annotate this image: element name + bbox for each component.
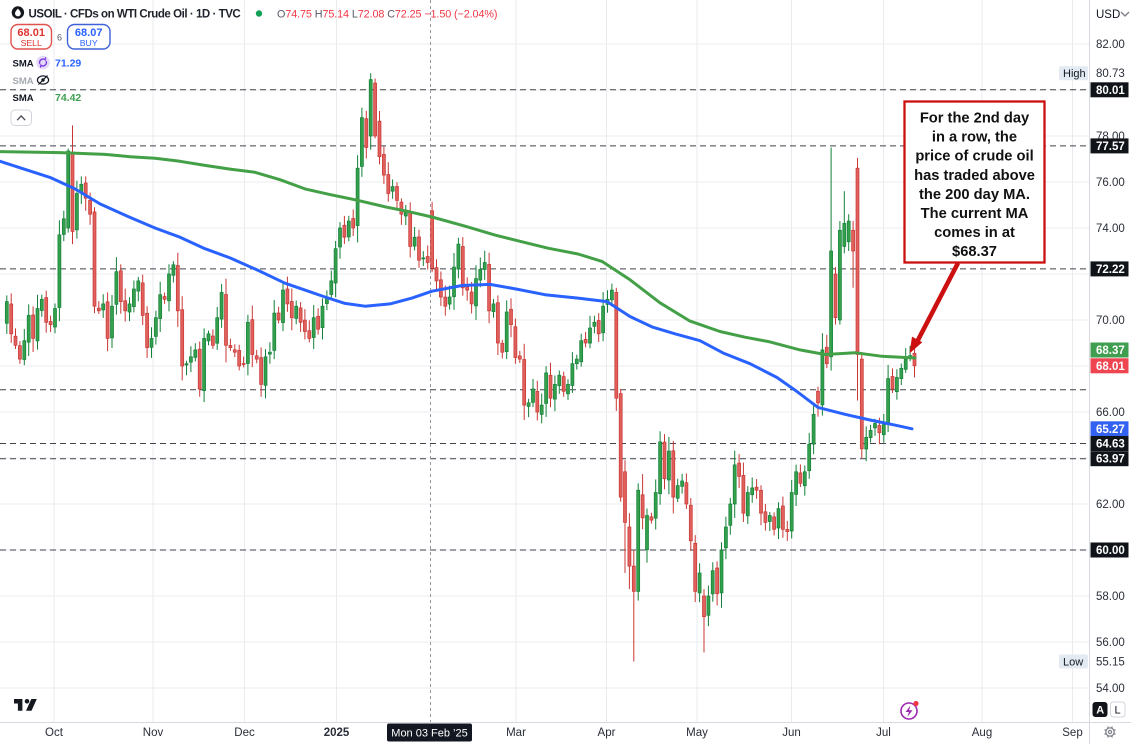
svg-text:Mon 03 Feb ’25: Mon 03 Feb ’25 (391, 728, 467, 740)
svg-text:82.00: 82.00 (1096, 39, 1125, 51)
svg-text:56.00: 56.00 (1096, 637, 1125, 649)
svg-text:58.00: 58.00 (1096, 591, 1125, 603)
svg-text:80.01: 80.01 (1096, 85, 1125, 97)
svg-text:For the 2nd day: For the 2nd day (920, 111, 1030, 127)
svg-text:SELL: SELL (21, 38, 42, 48)
svg-text:60.00: 60.00 (1096, 545, 1125, 557)
svg-text:comes in at: comes in at (934, 225, 1015, 241)
svg-text:76.00: 76.00 (1096, 177, 1125, 189)
svg-text:Oct: Oct (45, 727, 64, 739)
svg-text:Aug: Aug (972, 727, 992, 739)
svg-text:A: A (1096, 705, 1104, 717)
svg-text:Mar: Mar (506, 727, 526, 739)
svg-text:62.00: 62.00 (1096, 499, 1125, 511)
svg-text:Nov: Nov (143, 727, 164, 739)
svg-text:$68.37: $68.37 (952, 244, 997, 260)
svg-text:77.57: 77.57 (1096, 141, 1125, 153)
svg-text:65.27: 65.27 (1096, 424, 1125, 436)
svg-text:2025: 2025 (324, 727, 350, 739)
svg-text:72.22: 72.22 (1096, 264, 1125, 276)
svg-text:High: High (1063, 68, 1086, 80)
svg-text:in a row, the: in a row, the (932, 130, 1017, 146)
svg-text:Apr: Apr (598, 727, 616, 739)
svg-text:Jul: Jul (876, 727, 891, 739)
svg-text:L: L (1115, 705, 1121, 717)
svg-text:80.73: 80.73 (1096, 68, 1125, 80)
svg-text:74.42: 74.42 (55, 92, 81, 104)
svg-text:55.15: 55.15 (1096, 657, 1125, 669)
svg-text:68.01: 68.01 (1096, 361, 1125, 373)
svg-text:BUY: BUY (80, 38, 98, 48)
svg-text:66.00: 66.00 (1096, 407, 1125, 419)
svg-text:54.00: 54.00 (1096, 683, 1125, 695)
svg-text:Dec: Dec (234, 727, 255, 739)
svg-text:the 200 day MA.: the 200 day MA. (919, 187, 1030, 203)
svg-text:May: May (686, 727, 708, 739)
svg-text:68.07: 68.07 (75, 27, 103, 39)
svg-text:O74.75 H75.14 L72.08 C72.25 −1: O74.75 H75.14 L72.08 C72.25 −1.50 (−2.04… (277, 9, 497, 21)
svg-text:63.97: 63.97 (1096, 454, 1125, 466)
svg-text:has traded above: has traded above (914, 168, 1035, 184)
svg-text:68.01: 68.01 (17, 27, 45, 39)
svg-text:price of crude oil: price of crude oil (915, 149, 1033, 165)
svg-text:The current MA: The current MA (921, 206, 1029, 222)
svg-text:USOIL · CFDs on WTI Crude Oil: USOIL · CFDs on WTI Crude Oil · 1D · TVC (29, 9, 241, 21)
svg-text:71.29: 71.29 (55, 58, 81, 70)
svg-text:USD: USD (1096, 9, 1120, 21)
svg-text:Sep: Sep (1062, 727, 1082, 739)
svg-text:64.63: 64.63 (1096, 439, 1125, 451)
svg-text:68.37: 68.37 (1096, 345, 1125, 357)
svg-text:SMA: SMA (13, 58, 34, 69)
svg-text:SMA: SMA (13, 93, 34, 104)
svg-text:74.00: 74.00 (1096, 223, 1125, 235)
svg-text:6: 6 (57, 33, 62, 43)
svg-text:70.00: 70.00 (1096, 315, 1125, 327)
svg-text:Jun: Jun (782, 727, 801, 739)
svg-text:SMA: SMA (13, 76, 34, 87)
svg-text:Low: Low (1063, 657, 1083, 669)
